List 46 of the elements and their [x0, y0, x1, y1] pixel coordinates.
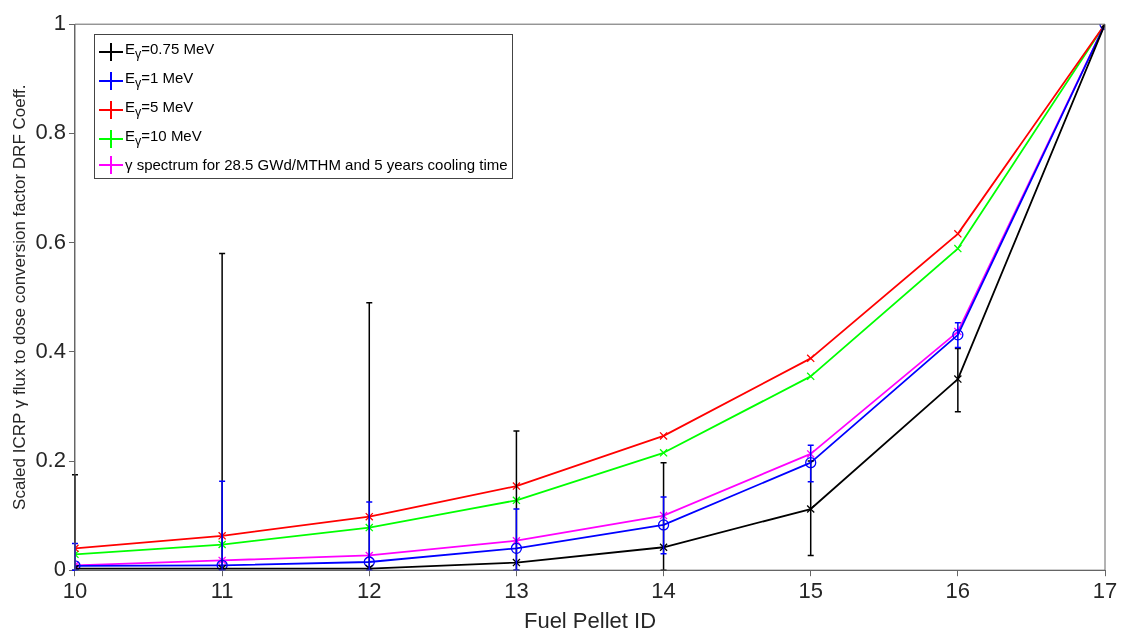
y-tick-label: 0.6 — [35, 228, 66, 254]
point — [806, 504, 815, 514]
y-tick-label: 0.4 — [35, 337, 66, 363]
point — [953, 374, 963, 384]
x-tick-label: 15 — [798, 578, 823, 604]
legend-label: E$_{γ}$=10 MeV — [125, 126, 202, 150]
point — [659, 448, 668, 457]
point — [659, 431, 668, 441]
point — [216, 559, 228, 571]
x-tick-label: 12 — [357, 578, 382, 604]
x-tick-label: 11 — [210, 578, 234, 604]
legend-label: E$_{γ}$=0.75 MeV — [125, 39, 215, 63]
x-tick-label: 17 — [1092, 578, 1118, 604]
point — [806, 372, 815, 381]
y-tick-label: 1 — [53, 10, 66, 36]
point — [953, 244, 963, 253]
y-tick-label: 0.8 — [35, 119, 66, 145]
x-tick-label: 16 — [945, 578, 971, 604]
legend-label: γ spectrum for 28.5 GWd/MTHM and 5 years cooling time — [125, 155, 508, 175]
point — [657, 519, 670, 531]
point — [217, 556, 227, 565]
point — [365, 551, 374, 560]
legend-label: E$_{γ}$=1 MeV — [125, 68, 194, 92]
point — [953, 229, 963, 239]
point — [952, 329, 964, 341]
point — [217, 540, 227, 549]
y-axis-title: Scaled ICRP γ flux to dose conversion factor DRF Coeff. — [9, 84, 29, 510]
point — [512, 536, 521, 545]
point — [512, 558, 521, 567]
point — [510, 542, 523, 555]
point — [512, 496, 521, 505]
y-tick-label: 0.2 — [35, 447, 66, 473]
point — [806, 354, 815, 363]
point — [363, 556, 375, 568]
point — [365, 512, 374, 521]
point — [365, 523, 374, 532]
point — [805, 456, 817, 469]
x-tick-label: 13 — [504, 578, 529, 604]
x-axis-title: Fuel Pellet ID — [523, 607, 657, 633]
point — [217, 531, 227, 540]
point — [659, 543, 668, 552]
point — [512, 481, 521, 491]
point — [806, 449, 815, 459]
x-tick-label: 14 — [651, 578, 676, 604]
legend-label: E$_{γ}$=5 MeV — [125, 97, 194, 121]
point — [659, 511, 668, 520]
